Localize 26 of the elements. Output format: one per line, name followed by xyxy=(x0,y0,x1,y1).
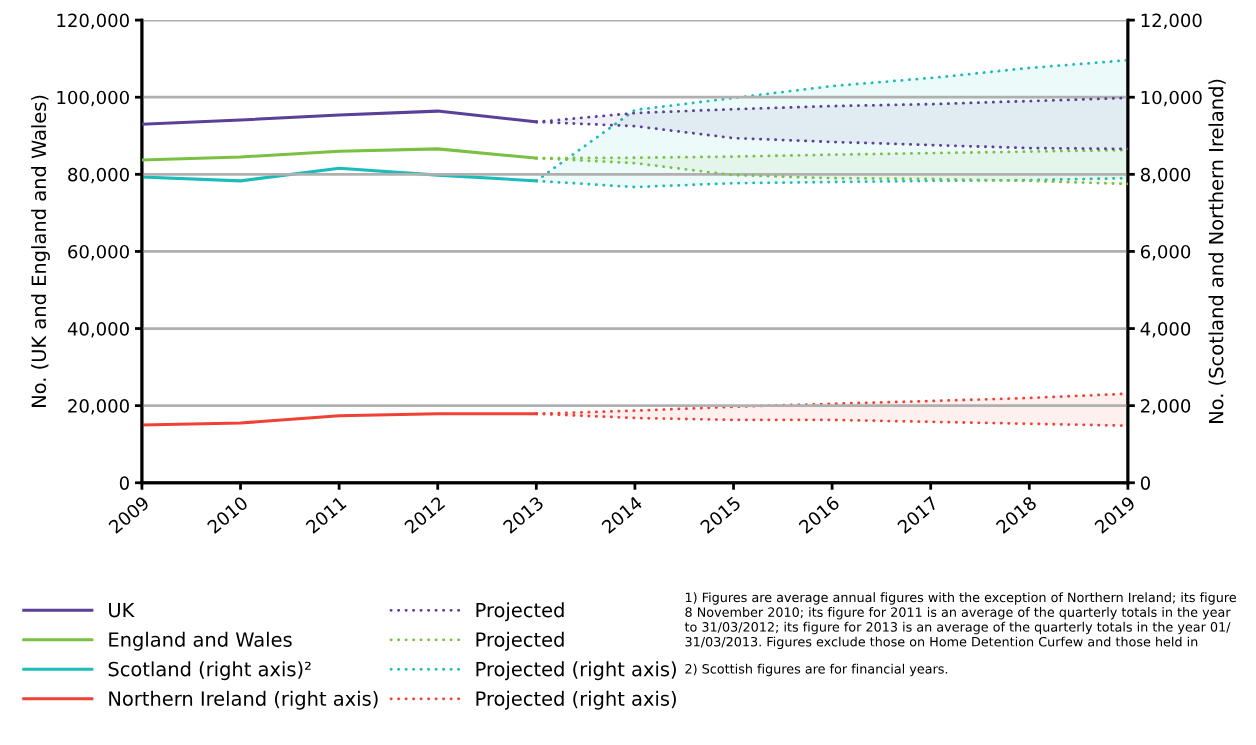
legend-label: Projected xyxy=(476,631,564,651)
y-tick-label: 100,000 xyxy=(57,90,129,107)
y2-axis-title: No. (Scotland and Northern Ireland) xyxy=(1208,79,1226,423)
legend-label: UK xyxy=(109,602,135,618)
legend-label: Projected (right axis) xyxy=(476,661,676,681)
y-tick-label: 40,000 xyxy=(67,322,129,338)
y-tick-label: 80,000 xyxy=(68,167,129,184)
text: 1) Figures are average annual figures with the exception of Northern Ireland; its figure 8 November 2010; its figure for 2011 is an average of the quarterly totals in the year to 31/03/2012; its figure for 2013 is an average of the quarterly totals in the year 01/ 31/03/2013. Figures exclude those on Home Detention Curfew and those held in xyxy=(684,592,1236,650)
y-tick-label: 20,000 xyxy=(68,399,129,415)
y2-tick-label: 4,000 xyxy=(1140,322,1191,338)
legend-label: England and Wales xyxy=(109,631,292,651)
legend-label: Projected xyxy=(476,602,564,622)
legend-label: Projected (right axis) xyxy=(476,690,676,710)
legend-label: Northern Ireland (right axis) xyxy=(109,690,378,710)
y2-tick-label: 10,000 xyxy=(1141,90,1202,107)
y-tick-label: 0 xyxy=(119,476,129,490)
y2-tick-label: 12,000 xyxy=(1141,13,1202,30)
text: 2) Scottish figures are for financial years. xyxy=(685,663,948,677)
y2-tick-label: 6,000 xyxy=(1140,244,1191,261)
y-tick-label: 120,000 xyxy=(57,13,129,30)
y2-tick-label: 2,000 xyxy=(1141,399,1191,415)
y2-tick-label: 8,000 xyxy=(1140,167,1191,184)
y2-tick-label: 0 xyxy=(1140,476,1150,490)
y-tick-label: 60,000 xyxy=(68,244,129,261)
y-axis-title: No. (UK and England and Wales) xyxy=(31,95,50,407)
legend-label: Scotland (right axis)² xyxy=(108,661,311,681)
